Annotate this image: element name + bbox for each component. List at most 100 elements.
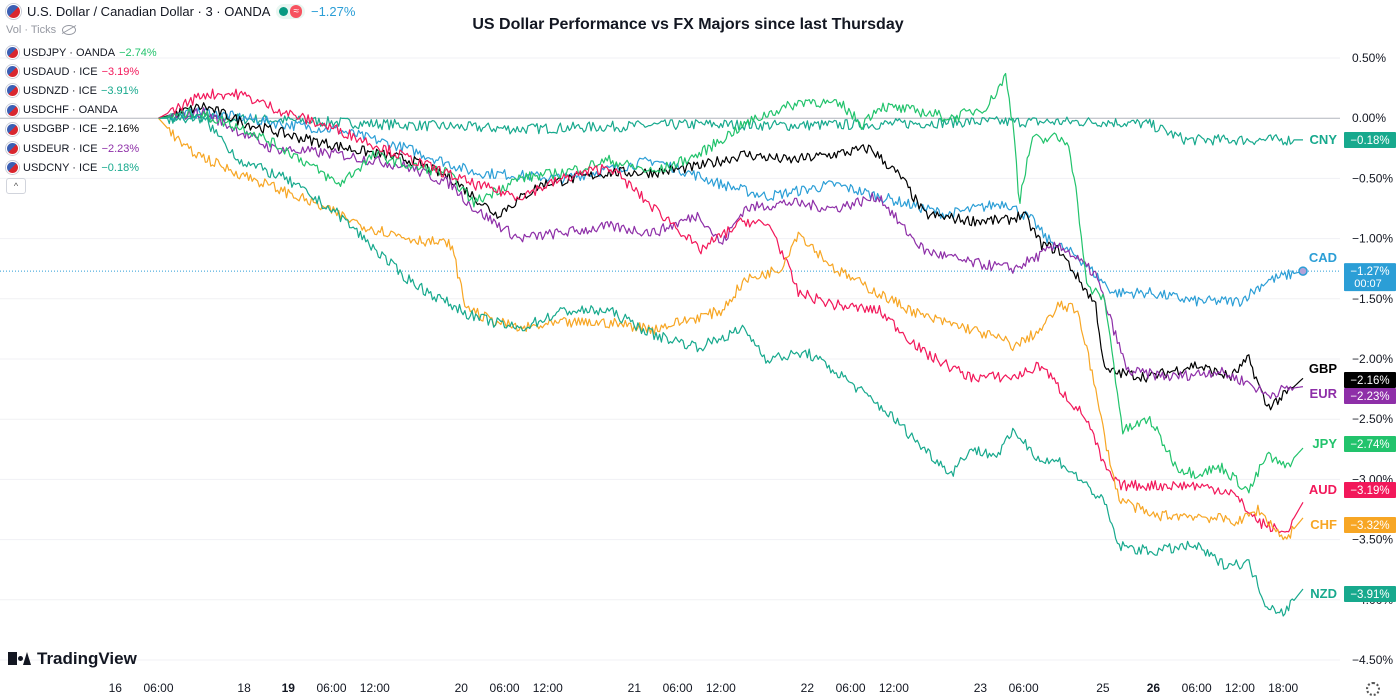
market-open-dot-icon: [279, 7, 289, 16]
x-tick-label: 16: [109, 681, 123, 695]
series-tag-bg-eur: [1344, 388, 1396, 404]
legend-item-label: USDEUR · ICE: [23, 142, 98, 155]
hidden-eye-icon[interactable]: [62, 25, 77, 35]
x-tick-label: 06:00: [1009, 681, 1039, 695]
series-line-chf: [158, 117, 1304, 541]
series-line-eur: [158, 107, 1304, 400]
series-tag-bg-nzd: [1344, 586, 1396, 602]
x-tick-label: 12:00: [533, 681, 563, 695]
x-tick-label: 22: [801, 681, 815, 695]
legend-item[interactable]: USDAUD · ICE −3.19%: [6, 62, 157, 81]
series-label-aud: AUD: [1309, 482, 1337, 497]
chart-grid: [0, 57, 1340, 661]
series-tag-value-aud: −3.19%: [1350, 485, 1389, 497]
crosshair-dot: [1298, 266, 1308, 276]
legend-item-value: −3.19%: [101, 65, 140, 78]
currency-flag-icon: [6, 84, 19, 98]
x-tick-label: 06:00: [317, 681, 347, 695]
y-tick-label: −4.50%: [1352, 653, 1393, 667]
symbol-header[interactable]: U.S. Dollar / Canadian Dollar · 3 · OAND…: [6, 4, 355, 19]
legend-item-label: USDAUD · ICE: [23, 65, 98, 78]
bar-countdown: 00:07: [1354, 278, 1382, 290]
tradingview-logo[interactable]: TradingView: [8, 649, 137, 669]
chart-title: US Dollar Performance vs FX Majors since…: [472, 16, 904, 33]
legend-item-label: USDNZD · ICE: [23, 84, 97, 97]
volume-indicator[interactable]: Vol · Ticks: [6, 24, 77, 36]
x-tick-label: 06:00: [143, 681, 173, 695]
legend-item[interactable]: USDJPY · OANDA −2.74%: [6, 43, 157, 62]
currency-flag-icon: [6, 65, 19, 79]
series-tag-value-chf: −3.32%: [1350, 520, 1389, 532]
x-tick-label: 18:00: [1268, 681, 1298, 695]
legend-item-value: −2.16%: [101, 123, 139, 136]
x-tick-label: 25: [1096, 681, 1110, 695]
legend-item-label: USDGBP · ICE: [23, 123, 98, 136]
x-tick-label: 18: [237, 681, 251, 695]
series-tag-bg-jpy: [1344, 436, 1396, 452]
y-tick-label: −2.00%: [1352, 352, 1393, 366]
legend-item[interactable]: USDNZD · ICE −3.91%: [6, 81, 157, 100]
x-tick-label: 12:00: [360, 681, 390, 695]
series-label-gbp: GBP: [1309, 361, 1338, 376]
y-tick-label: −2.50%: [1352, 412, 1393, 426]
currency-flag-icon: [6, 46, 19, 60]
series-tags: CNY −0.18% CAD −1.27% GBP −2.16% EUR −2.23% JPY −…: [1309, 132, 1396, 602]
x-tick-label: 06:00: [663, 681, 693, 695]
symbol-title[interactable]: U.S. Dollar / Canadian Dollar · 3 · OAND…: [27, 4, 271, 19]
currency-flag-icon: [6, 161, 19, 175]
currency-flag-icon: [6, 103, 19, 117]
settings-gear-icon[interactable]: [1366, 682, 1380, 696]
legend-item-label: USDCNY · ICE: [23, 161, 98, 174]
x-tick-label: 21: [628, 681, 642, 695]
x-tick-label: 23: [974, 681, 988, 695]
y-tick-label: −0.50%: [1352, 171, 1393, 185]
x-tick-label: 12:00: [879, 681, 909, 695]
legend-item-value: −0.18%: [101, 161, 139, 174]
collapse-legend-button[interactable]: ^: [6, 178, 26, 194]
legend-item-label: USDCHF · OANDA: [23, 104, 118, 117]
series-tag-value-cad: −1.27%: [1350, 266, 1389, 278]
legend-item-value: −2.23%: [101, 142, 140, 155]
series-label-nzd: NZD: [1310, 586, 1337, 601]
series-line-nzd: [158, 112, 1304, 617]
series-label-cad: CAD: [1309, 250, 1337, 265]
legend-item[interactable]: USDEUR · ICE −2.23%: [6, 139, 157, 158]
series-lines: [158, 72, 1308, 617]
series-line-aud: [158, 88, 1304, 534]
y-tick-label: −3.50%: [1352, 533, 1393, 547]
series-tag-value-eur: −2.23%: [1350, 391, 1389, 403]
time-axis[interactable]: 16 06:00 18 19 06:00 12:00 20 06:00 12:00 21 06:00…: [109, 681, 1299, 695]
series-label-cny: CNY: [1310, 132, 1338, 147]
y-tick-label: −1.00%: [1352, 232, 1393, 246]
tradingview-wordmark: TradingView: [37, 649, 137, 668]
x-tick-label: 20: [455, 681, 469, 695]
series-label-jpy: JPY: [1312, 436, 1337, 451]
us-flag-icon: [6, 4, 21, 19]
series-tag-bg-cad: [1344, 263, 1396, 292]
currency-flag-icon: [6, 142, 19, 156]
legend-item[interactable]: USDCNY · ICE −0.18%: [6, 158, 157, 177]
legend-item-label: USDJPY · OANDA: [23, 46, 116, 59]
approx-badge: ≈: [290, 5, 302, 18]
legend-item[interactable]: USDGBP · ICE −2.16%: [6, 120, 157, 139]
y-tick-label: 0.50%: [1352, 51, 1386, 65]
symbol-change: −1.27%: [310, 4, 356, 19]
market-status-pill[interactable]: ≈: [276, 4, 305, 19]
series-tag-value-cny: −0.18%: [1350, 135, 1389, 147]
series-label-chf: CHF: [1310, 517, 1337, 532]
compare-legend: USDJPY · OANDA −2.74% USDAUD · ICE −3.19% US…: [6, 43, 157, 177]
series-line-gbp: [158, 102, 1304, 411]
x-tick-label: 06:00: [1182, 681, 1212, 695]
x-tick-label: 06:00: [836, 681, 866, 695]
legend-item-value: −2.74%: [119, 46, 157, 59]
series-tag-bg-chf: [1344, 517, 1396, 533]
series-tag-value-gbp: −2.16%: [1350, 375, 1389, 387]
series-tag-value-nzd: −3.91%: [1350, 589, 1389, 601]
legend-item[interactable]: USDCHF · OANDA: [6, 101, 157, 120]
volume-label: Vol · Ticks: [6, 24, 57, 36]
series-label-eur: EUR: [1310, 386, 1338, 401]
y-tick-label: −1.50%: [1352, 292, 1393, 306]
x-tick-label: 12:00: [706, 681, 736, 695]
currency-flag-icon: [6, 122, 19, 136]
